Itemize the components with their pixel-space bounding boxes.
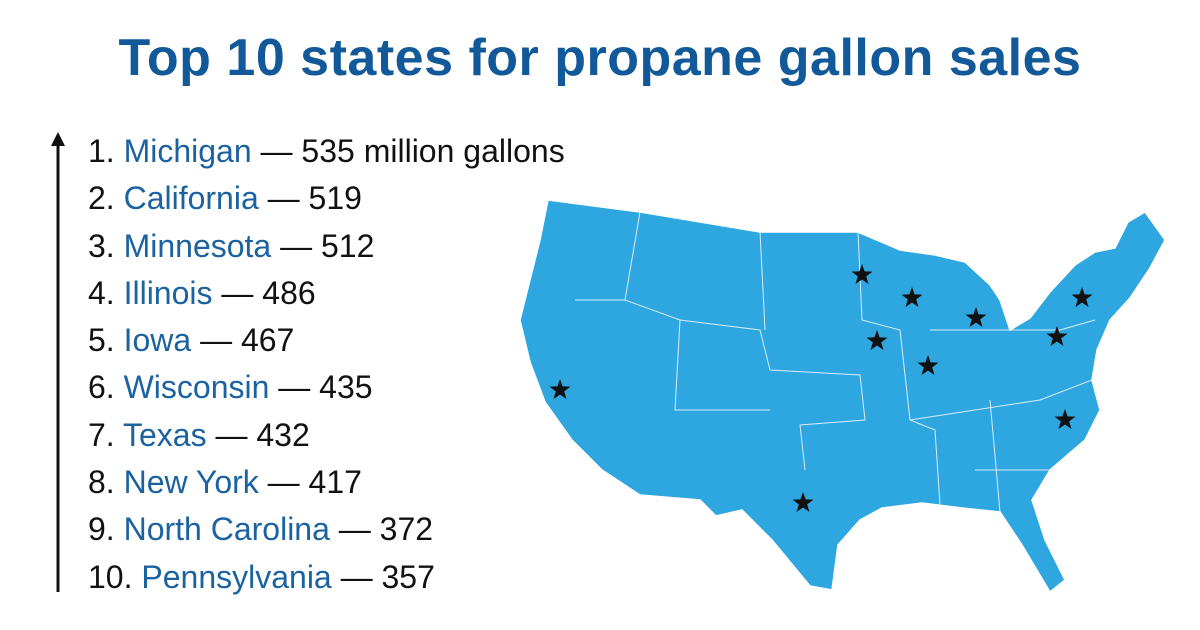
separator: — — [260, 133, 293, 169]
rank: 2. — [88, 180, 115, 217]
state-name: Texas — [123, 416, 207, 453]
separator: — — [221, 274, 254, 311]
title: Top 10 states for propane gallon sales — [118, 29, 1082, 87]
list-item: 8. New York — 417 — [88, 459, 565, 506]
state-name: North Carolina — [123, 511, 330, 548]
separator: — — [340, 558, 373, 595]
gallons: 435 — [319, 369, 373, 406]
list-item: 4. Illinois — 486 — [88, 270, 565, 317]
rank: 7. — [88, 416, 115, 453]
rank: 9. — [88, 511, 115, 548]
state-name: New York — [123, 464, 259, 501]
us-outline — [519, 199, 1166, 594]
rank: 5. — [88, 322, 115, 359]
separator: — — [338, 511, 371, 548]
rank-arrow — [51, 132, 65, 592]
rank: 6. — [88, 369, 115, 406]
separator: — — [280, 227, 313, 264]
us-map — [519, 199, 1166, 594]
ranking-list: 1. Michigan — 535 million gallons 2. Cali… — [88, 128, 565, 601]
rank: 3. — [88, 227, 115, 264]
rank: 1. — [88, 133, 115, 169]
state-name: Illinois — [123, 274, 213, 311]
list-item: 6. Wisconsin — 435 — [88, 364, 565, 411]
gallons: 486 — [262, 274, 316, 311]
rank: 4. — [88, 274, 115, 311]
gallons: 417 — [308, 464, 362, 501]
state-borders — [575, 211, 1096, 513]
gallons: 467 — [240, 322, 295, 359]
list-item: 10. Pennsylvania — 357 — [88, 554, 565, 601]
rank: 8. — [88, 464, 115, 501]
separator: — — [278, 369, 311, 406]
separator: — — [267, 464, 300, 501]
state-name: Minnesota — [123, 227, 272, 264]
state-name: Wisconsin — [123, 369, 270, 406]
state-name: Iowa — [123, 322, 192, 359]
list-item: 2. California — 519 — [88, 175, 565, 222]
gallons: 372 — [379, 511, 434, 548]
state-name: California — [123, 180, 259, 217]
list-item: 7. Texas — 432 — [88, 412, 565, 459]
list-item: 5. Iowa — 467 — [88, 317, 565, 364]
unit: million gallons — [363, 133, 565, 169]
gallons: 432 — [256, 416, 310, 453]
gallons: 512 — [321, 227, 375, 264]
gallons: 519 — [308, 180, 362, 217]
state-name: Michigan — [123, 133, 252, 169]
rank: 10. — [88, 558, 133, 595]
separator: — — [267, 180, 300, 217]
state-name: Pennsylvania — [141, 558, 332, 595]
separator: — — [200, 322, 233, 359]
gallons: 357 — [381, 558, 435, 595]
gallons: 535 — [301, 133, 355, 169]
separator: — — [215, 416, 248, 453]
list-item: 3. Minnesota — 512 — [88, 223, 565, 270]
list-item: 9. North Carolina — 372 — [88, 506, 565, 553]
list-item: 1. Michigan — 535 million gallons — [88, 128, 565, 175]
